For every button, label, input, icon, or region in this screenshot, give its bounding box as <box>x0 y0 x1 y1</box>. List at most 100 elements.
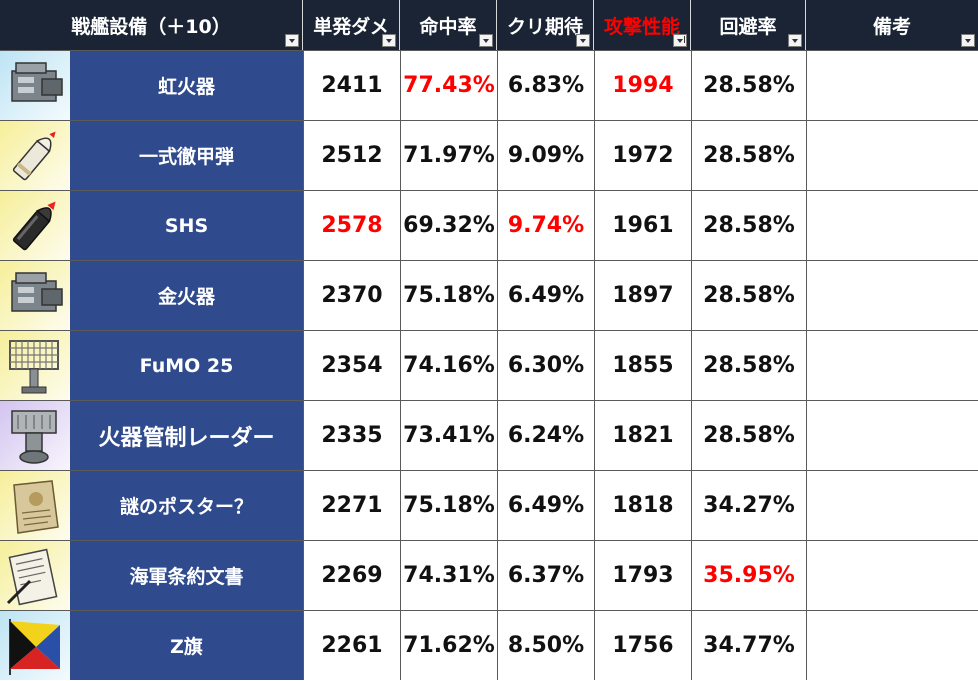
notes-cell[interactable] <box>806 401 978 470</box>
notes-cell[interactable] <box>806 331 978 400</box>
sort-filter-icon[interactable] <box>673 34 687 47</box>
damage-cell[interactable]: 2578 <box>303 191 400 260</box>
equipment-name[interactable]: SHS <box>70 191 303 260</box>
header-evasion[interactable]: 回避率 <box>691 0 806 50</box>
attack-cell[interactable]: 1818 <box>594 471 691 540</box>
filter-dropdown-icon[interactable] <box>479 34 493 47</box>
crit-cell[interactable]: 6.37% <box>497 541 594 610</box>
header-equipment[interactable]: 戦艦設備（＋10） <box>0 0 303 50</box>
damage-cell[interactable]: 2354 <box>303 331 400 400</box>
header-label: 単発ダメ <box>313 16 389 38</box>
table-row[interactable]: 海軍条約文書 2269 74.31% 6.37% 1793 35.95% <box>0 540 978 610</box>
equipment-name[interactable]: 金火器 <box>70 261 303 330</box>
table-row[interactable]: 火器管制レーダー 2335 73.41% 6.24% 1821 28.58% <box>0 400 978 470</box>
notes-cell[interactable] <box>806 121 978 190</box>
crit-cell[interactable]: 9.09% <box>497 121 594 190</box>
evasion-cell[interactable]: 28.58% <box>691 191 806 260</box>
filter-dropdown-icon[interactable] <box>576 34 590 47</box>
header-label: 備考 <box>872 16 911 38</box>
hit-rate-cell[interactable]: 74.16% <box>400 331 497 400</box>
evasion-cell[interactable]: 35.95% <box>691 541 806 610</box>
crit-cell[interactable]: 6.30% <box>497 331 594 400</box>
evasion-cell[interactable]: 34.27% <box>691 471 806 540</box>
notes-cell[interactable] <box>806 541 978 610</box>
attack-cell[interactable]: 1855 <box>594 331 691 400</box>
notes-cell[interactable] <box>806 471 978 540</box>
attack-cell[interactable]: 1821 <box>594 401 691 470</box>
hit-rate-cell[interactable]: 75.18% <box>400 471 497 540</box>
table-row[interactable]: Z旗 2261 71.62% 8.50% 1756 34.77% <box>0 610 978 680</box>
fire-control-gear-icon <box>0 261 70 330</box>
header-crit[interactable]: クリ期待 <box>497 0 594 50</box>
header-notes[interactable]: 備考 <box>806 0 978 50</box>
header-label: 戦艦設備（＋10） <box>71 16 231 38</box>
evasion-cell[interactable]: 28.58% <box>691 51 806 120</box>
fire-control-radar-icon <box>0 401 70 470</box>
header-label: クリ期待 <box>506 16 583 38</box>
damage-cell[interactable]: 2269 <box>303 541 400 610</box>
attack-cell[interactable]: 1972 <box>594 121 691 190</box>
table-row[interactable]: 金火器 2370 75.18% 6.49% 1897 28.58% <box>0 260 978 330</box>
hit-rate-cell[interactable]: 69.32% <box>400 191 497 260</box>
attack-cell[interactable]: 1756 <box>594 611 691 680</box>
header-label: 攻撃性能 <box>603 16 680 38</box>
table-row[interactable]: SHS 2578 69.32% 9.74% 1961 28.58% <box>0 190 978 260</box>
hit-rate-cell[interactable]: 77.43% <box>400 51 497 120</box>
crit-cell[interactable]: 8.50% <box>497 611 594 680</box>
equipment-name[interactable]: 虹火器 <box>70 51 303 120</box>
damage-cell[interactable]: 2261 <box>303 611 400 680</box>
equipment-name[interactable]: FuMO 25 <box>70 331 303 400</box>
damage-cell[interactable]: 2370 <box>303 261 400 330</box>
hit-rate-cell[interactable]: 71.97% <box>400 121 497 190</box>
attack-cell[interactable]: 1793 <box>594 541 691 610</box>
notes-cell[interactable] <box>806 51 978 120</box>
evasion-cell[interactable]: 28.58% <box>691 401 806 470</box>
notes-cell[interactable] <box>806 191 978 260</box>
evasion-cell[interactable]: 28.58% <box>691 261 806 330</box>
radar-array-icon <box>0 331 70 400</box>
hit-rate-cell[interactable]: 73.41% <box>400 401 497 470</box>
table-row[interactable]: FuMO 25 2354 74.16% 6.30% 1855 28.58% <box>0 330 978 400</box>
crit-cell[interactable]: 6.24% <box>497 401 594 470</box>
equipment-name[interactable]: 一式徹甲弾 <box>70 121 303 190</box>
header-damage[interactable]: 単発ダメ <box>303 0 400 50</box>
filter-dropdown-icon[interactable] <box>285 34 299 47</box>
crit-cell[interactable]: 6.83% <box>497 51 594 120</box>
filter-dropdown-icon[interactable] <box>961 34 975 47</box>
filter-dropdown-icon[interactable] <box>788 34 802 47</box>
crit-cell[interactable]: 6.49% <box>497 261 594 330</box>
damage-cell[interactable]: 2271 <box>303 471 400 540</box>
damage-cell[interactable]: 2512 <box>303 121 400 190</box>
equipment-name[interactable]: Z旗 <box>70 611 303 680</box>
equipment-name[interactable]: 謎のポスター？ <box>70 471 303 540</box>
damage-cell[interactable]: 2411 <box>303 51 400 120</box>
hit-rate-cell[interactable]: 75.18% <box>400 261 497 330</box>
hit-rate-cell[interactable]: 74.31% <box>400 541 497 610</box>
damage-cell[interactable]: 2335 <box>303 401 400 470</box>
table-row[interactable]: 虹火器 2411 77.43% 6.83% 1994 28.58% <box>0 50 978 120</box>
header-label: 命中率 <box>419 16 477 38</box>
crit-cell[interactable]: 9.74% <box>497 191 594 260</box>
equipment-name[interactable]: 火器管制レーダー <box>70 401 303 470</box>
table-row[interactable]: 一式徹甲弾 2512 71.97% 9.09% 1972 28.58% <box>0 120 978 190</box>
hit-rate-cell[interactable]: 71.62% <box>400 611 497 680</box>
evasion-cell[interactable]: 34.77% <box>691 611 806 680</box>
filter-dropdown-icon[interactable] <box>382 34 396 47</box>
evasion-cell[interactable]: 28.58% <box>691 331 806 400</box>
table-row[interactable]: 謎のポスター？ 2271 75.18% 6.49% 1818 34.27% <box>0 470 978 540</box>
equipment-name[interactable]: 海軍条約文書 <box>70 541 303 610</box>
header-attack[interactable]: 攻撃性能 <box>594 0 691 50</box>
super-heavy-shell-icon <box>0 191 70 260</box>
ap-shell-icon <box>0 121 70 190</box>
fire-control-gear-icon <box>0 51 70 120</box>
crit-cell[interactable]: 6.49% <box>497 471 594 540</box>
evasion-cell[interactable]: 28.58% <box>691 121 806 190</box>
attack-cell[interactable]: 1994 <box>594 51 691 120</box>
notes-cell[interactable] <box>806 261 978 330</box>
header-hit-rate[interactable]: 命中率 <box>400 0 497 50</box>
attack-cell[interactable]: 1897 <box>594 261 691 330</box>
attack-cell[interactable]: 1961 <box>594 191 691 260</box>
notes-cell[interactable] <box>806 611 978 680</box>
z-flag-icon <box>0 611 70 680</box>
